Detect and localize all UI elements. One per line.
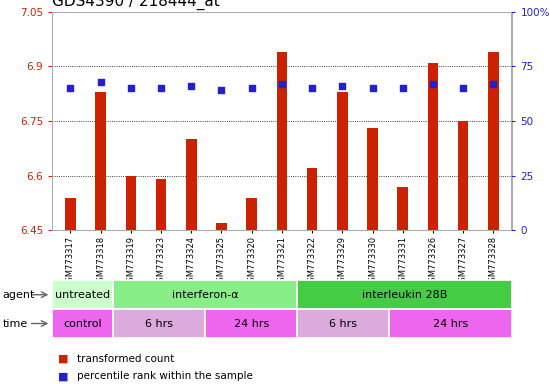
Point: [126, 85, 135, 91]
Point: [459, 85, 468, 91]
Text: ■: ■: [58, 354, 68, 364]
Bar: [398, 187, 408, 230]
Bar: [277, 51, 287, 230]
Point: [307, 85, 316, 91]
Bar: [367, 128, 378, 230]
Point: [428, 81, 437, 87]
Bar: [95, 92, 106, 230]
Point: [96, 78, 105, 84]
Bar: [246, 198, 257, 230]
Text: interferon-α: interferon-α: [172, 290, 239, 300]
Text: 6 hrs: 6 hrs: [329, 318, 357, 329]
Text: transformed count: transformed count: [77, 354, 174, 364]
Bar: [307, 169, 317, 230]
Point: [277, 81, 286, 87]
Text: 24 hrs: 24 hrs: [433, 318, 468, 329]
Point: [338, 83, 346, 89]
Bar: [186, 139, 196, 230]
Point: [187, 83, 196, 89]
Point: [157, 85, 166, 91]
Bar: [125, 176, 136, 230]
Bar: [488, 51, 499, 230]
Text: GDS4390 / 218444_at: GDS4390 / 218444_at: [52, 0, 220, 10]
Bar: [337, 92, 348, 230]
Point: [248, 85, 256, 91]
Text: control: control: [64, 318, 102, 329]
Text: 24 hrs: 24 hrs: [234, 318, 269, 329]
Text: percentile rank within the sample: percentile rank within the sample: [77, 371, 253, 381]
Bar: [156, 179, 166, 230]
Text: untreated: untreated: [56, 290, 111, 300]
Text: interleukin 28B: interleukin 28B: [362, 290, 447, 300]
Point: [66, 85, 75, 91]
Bar: [65, 198, 76, 230]
Point: [368, 85, 377, 91]
Bar: [428, 63, 438, 230]
Point: [398, 85, 407, 91]
Point: [489, 81, 498, 87]
Bar: [458, 121, 469, 230]
Text: agent: agent: [3, 290, 35, 300]
Text: time: time: [3, 318, 28, 329]
Bar: [216, 223, 227, 230]
Point: [217, 87, 226, 93]
Text: ■: ■: [58, 371, 68, 381]
Text: 6 hrs: 6 hrs: [145, 318, 173, 329]
